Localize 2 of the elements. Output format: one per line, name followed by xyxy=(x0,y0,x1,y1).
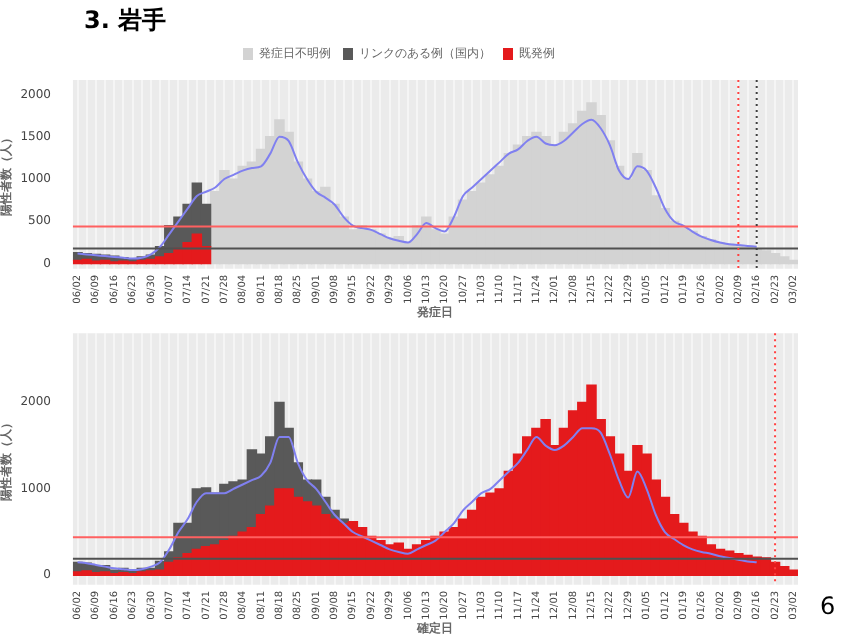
chart-title: 3. 岩手 xyxy=(84,4,169,36)
text: 6 xyxy=(820,592,836,620)
